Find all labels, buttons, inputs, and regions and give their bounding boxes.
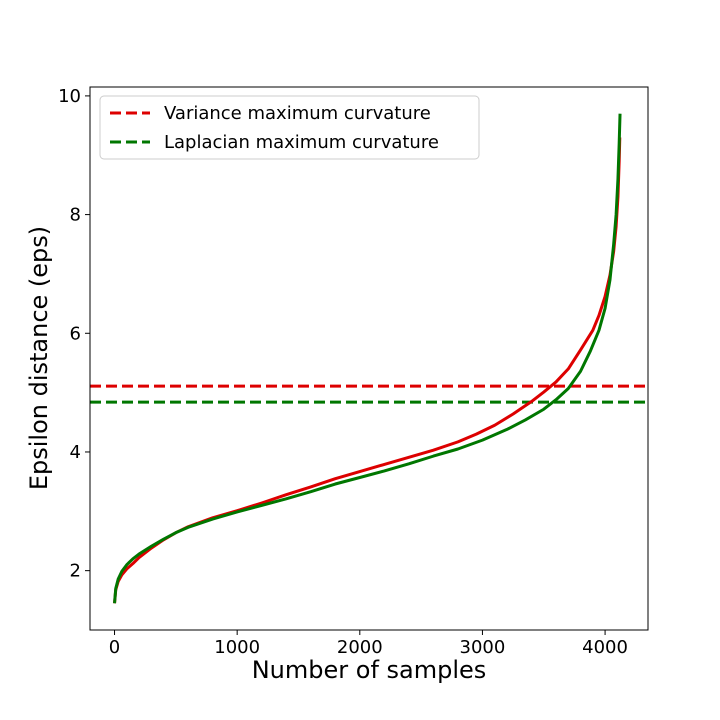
x-tick-label: 3000 <box>460 637 506 658</box>
y-tick-label: 10 <box>58 86 81 107</box>
y-axis-title: Epsilon distance (eps) <box>25 226 53 490</box>
legend-laplacian-label: Laplacian maximum curvature <box>164 132 439 153</box>
x-axis-title: Number of samples <box>252 656 487 684</box>
y-tick-label: 2 <box>70 561 81 582</box>
legend-box <box>99 95 480 160</box>
x-tick-label: 4000 <box>582 637 628 658</box>
plot-frame <box>89 86 649 631</box>
x-tick-label: 0 <box>109 637 120 658</box>
series-green-curve <box>113 113 622 604</box>
plot-area <box>90 87 648 630</box>
y-tick-label: 6 <box>70 323 81 344</box>
y-tick-label: 8 <box>70 205 81 226</box>
x-tick-label: 1000 <box>214 637 260 658</box>
x-tick-label: 2000 <box>337 637 383 658</box>
legend: Variance maximum curvature Laplacian max… <box>99 95 480 160</box>
legend-variance-label: Variance maximum curvature <box>164 103 431 124</box>
series-layer <box>113 113 622 604</box>
x-axis-ticks: 0 1000 2000 3000 4000 <box>109 630 628 658</box>
y-tick-label: 4 <box>70 442 81 463</box>
series-red-curve <box>113 137 622 604</box>
y-axis-ticks: 2 4 6 8 10 <box>58 86 90 582</box>
